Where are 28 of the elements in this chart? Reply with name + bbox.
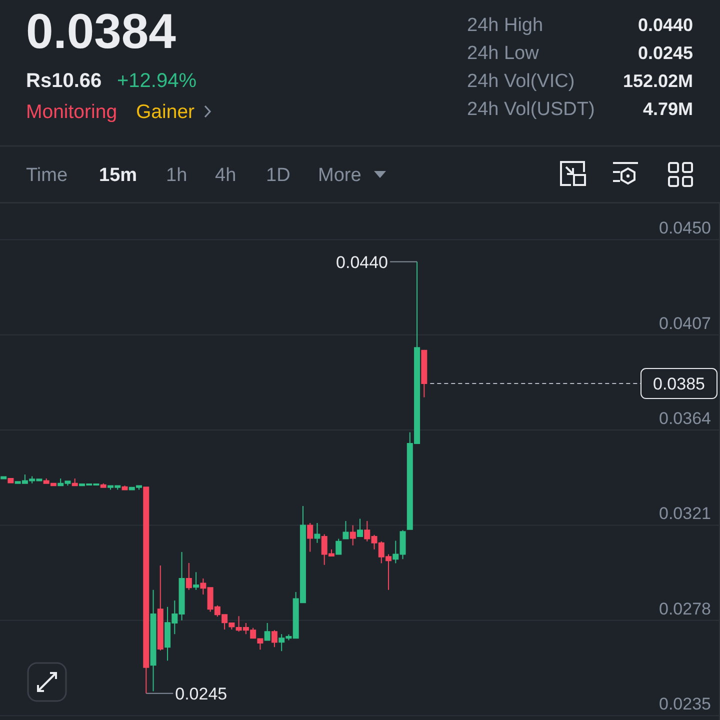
y-tick-label: 0.0235 bbox=[659, 694, 711, 714]
text: Monitoring bbox=[26, 101, 118, 123]
text: Time bbox=[26, 165, 68, 186]
text: 1h bbox=[166, 165, 188, 186]
ref-line-label: 0.0385 bbox=[653, 374, 705, 394]
text: 24h Vol(USDT) bbox=[467, 99, 595, 120]
text: 1D bbox=[266, 165, 290, 186]
text: 0.0440 bbox=[638, 15, 693, 35]
text: More bbox=[318, 165, 362, 186]
text: 24h High bbox=[467, 15, 544, 36]
text: 4.79M bbox=[642, 99, 693, 119]
text: 0.0245 bbox=[638, 43, 693, 63]
annotation: 0.0440 bbox=[336, 252, 388, 272]
text: 4h bbox=[215, 165, 236, 186]
text: 152.02M bbox=[622, 71, 693, 91]
y-tick-label: 0.0407 bbox=[659, 314, 711, 333]
text: +12.94% bbox=[117, 70, 197, 92]
annotation: 0.0245 bbox=[175, 684, 228, 704]
text: Gainer bbox=[136, 101, 196, 123]
y-tick-label: 0.0450 bbox=[659, 218, 711, 238]
text: 24h Low bbox=[467, 43, 540, 64]
text: 15m bbox=[99, 165, 138, 186]
y-tick-label: 0.0321 bbox=[659, 504, 711, 524]
text: 24h Vol(VIC) bbox=[467, 71, 575, 92]
text: Rs10.66 bbox=[26, 70, 102, 92]
y-tick-label: 0.0364 bbox=[659, 409, 711, 428]
y-tick-label: 0.0278 bbox=[659, 599, 711, 618]
chart-title: 0.0384 bbox=[26, 5, 176, 59]
